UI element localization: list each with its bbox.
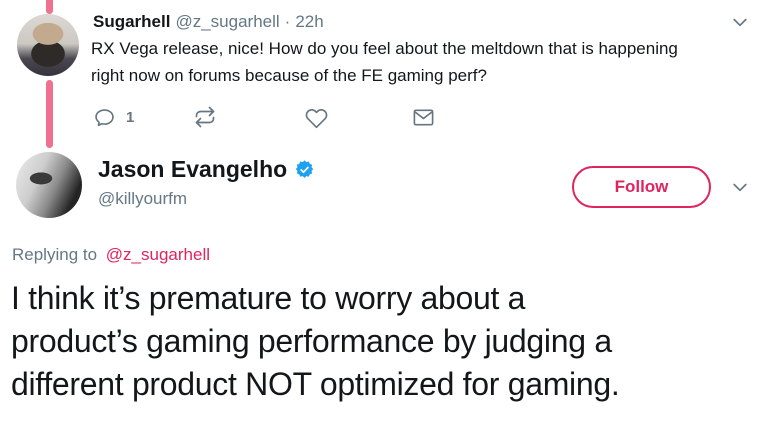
tweet-text-line: I think it’s premature to worry about a <box>11 280 526 316</box>
like-button[interactable] <box>305 100 328 134</box>
chevron-down-icon[interactable] <box>730 177 750 197</box>
reply-bubble-icon <box>95 108 114 126</box>
user-handle[interactable]: @z_sugarhell <box>175 12 280 31</box>
tweet-text: I think it’s premature to worry about a … <box>11 277 620 406</box>
tweet-header: Sugarhell @z_sugarhell · 22h <box>93 12 324 32</box>
tweet-text-line: right now on forums because of the FE ga… <box>91 66 487 85</box>
direct-message-button[interactable] <box>412 100 435 134</box>
avatar[interactable] <box>17 14 79 76</box>
thread-connector-line <box>46 80 53 148</box>
user-handle[interactable]: @killyourfm <box>98 189 188 208</box>
retweet-icon <box>195 106 215 128</box>
replying-to-label: Replying to <box>12 245 98 264</box>
envelope-icon <box>413 108 434 126</box>
tweet-text-line: different product NOT optimized for gami… <box>11 366 620 402</box>
tweet-text: RX Vega release, nice! How do you feel a… <box>91 35 678 89</box>
tweet-text-line: product’s gaming performance by judging … <box>11 323 612 359</box>
heart-icon <box>305 108 328 128</box>
tweet-header: Jason Evangelho <box>98 156 315 183</box>
chevron-down-icon[interactable] <box>730 12 750 32</box>
tweet-text-line: RX Vega release, nice! How do you feel a… <box>91 39 678 58</box>
retweet-button[interactable] <box>193 100 217 134</box>
reply-button[interactable]: 1 <box>93 100 134 134</box>
display-name[interactable]: Jason Evangelho <box>98 156 288 182</box>
reply-count: 1 <box>126 108 135 126</box>
follow-button[interactable]: Follow <box>572 166 711 208</box>
thread-connector-line <box>46 0 53 14</box>
tweet-action-bar: 1 <box>93 100 493 134</box>
replying-to-handle-link[interactable]: @z_sugarhell <box>105 245 210 264</box>
timestamp[interactable]: 22h <box>295 12 324 31</box>
verified-badge-icon <box>295 160 314 178</box>
replying-to-row: Replying to @z_sugarhell <box>12 245 210 265</box>
avatar[interactable] <box>16 152 82 218</box>
display-name[interactable]: Sugarhell <box>93 12 171 31</box>
separator-dot: · <box>284 12 291 31</box>
